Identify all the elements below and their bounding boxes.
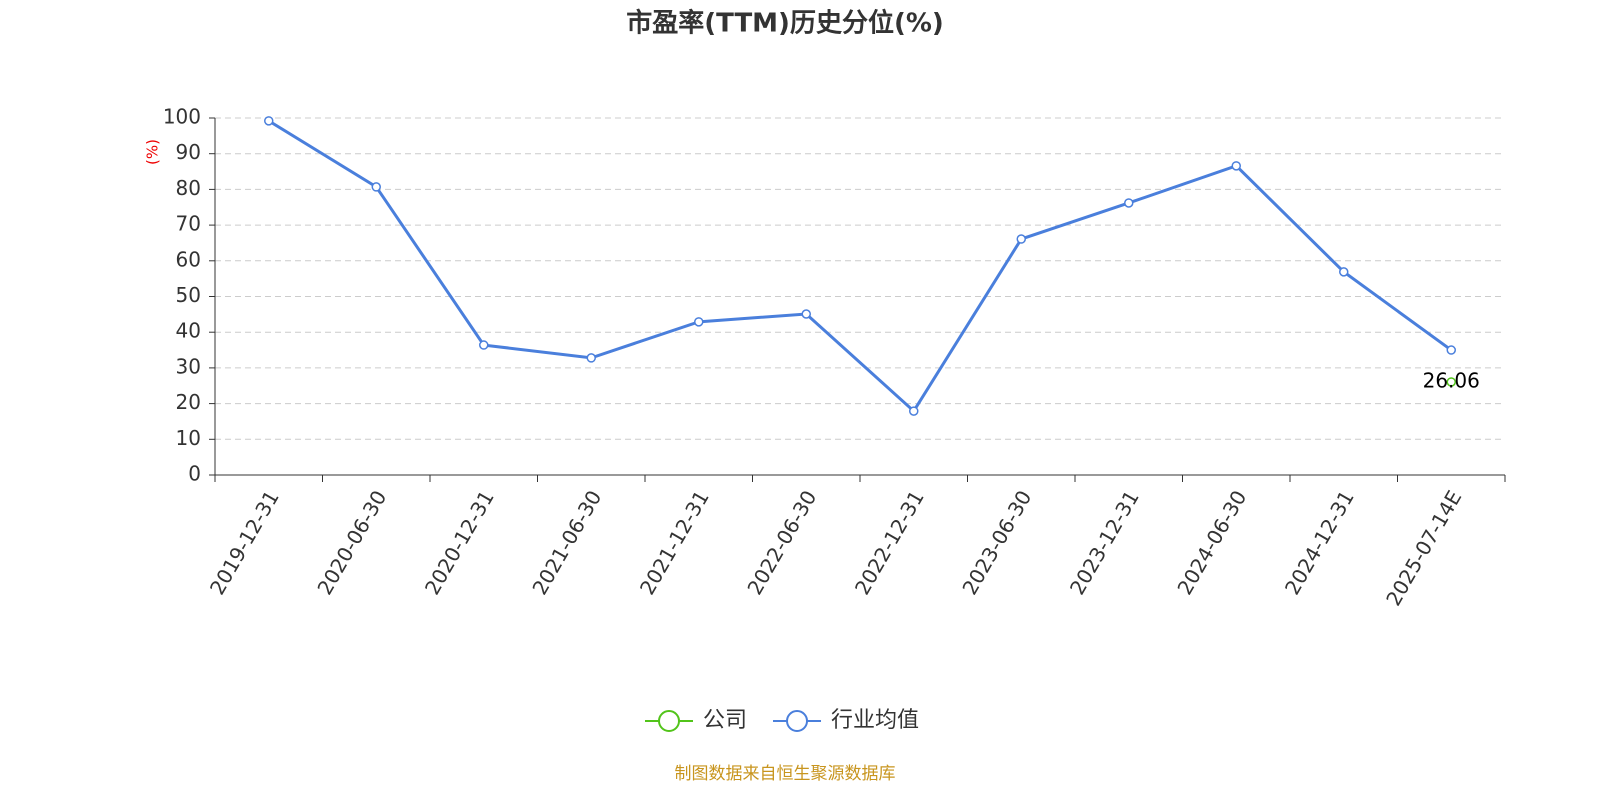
x-tick-label: 2025-07-14E xyxy=(1381,486,1466,610)
y-tick-label: 60 xyxy=(176,247,201,271)
y-axis-label: (%) xyxy=(144,139,162,165)
x-tick-label: 2021-12-31 xyxy=(635,486,714,599)
point xyxy=(1339,267,1349,277)
y-tick-label: 20 xyxy=(176,390,201,414)
point xyxy=(1446,345,1456,355)
y-tick-label: 10 xyxy=(176,426,201,450)
point xyxy=(371,182,381,192)
legend-marker xyxy=(786,710,809,732)
x-tick-label: 2023-12-31 xyxy=(1065,486,1144,599)
point xyxy=(909,406,919,416)
point xyxy=(586,353,596,363)
point xyxy=(694,317,704,327)
source-note: 制图数据来自恒生聚源数据库 xyxy=(675,764,896,784)
x-tick-label: 2024-06-30 xyxy=(1172,486,1251,599)
y-tick-label: 40 xyxy=(176,319,201,343)
x-tick-label: 2021-06-30 xyxy=(527,486,606,599)
legend-label: 公司 xyxy=(703,708,747,733)
x-tick-label: 2022-06-30 xyxy=(742,486,821,599)
y-tick-label: 90 xyxy=(176,140,201,164)
y-tick-label: 70 xyxy=(176,212,201,236)
y-tick-label: 50 xyxy=(176,283,201,307)
x-tick-label: 2023-06-30 xyxy=(957,486,1036,599)
point xyxy=(1446,377,1456,387)
y-tick-label: 100 xyxy=(163,105,201,129)
legend-label: 行业均值 xyxy=(831,708,919,733)
point xyxy=(264,116,274,126)
legend-marker xyxy=(658,710,680,732)
point xyxy=(1231,161,1241,171)
data-label: 26.06 xyxy=(1423,368,1480,392)
x-tick-label: 2024-12-31 xyxy=(1280,486,1359,599)
y-tick-label: 80 xyxy=(176,176,201,200)
y-tick-label: 0 xyxy=(188,462,201,486)
x-tick-label: 2019-12-31 xyxy=(205,486,284,599)
chart-title: 市盈率(TTM)历史分位(%) xyxy=(626,8,944,39)
x-tick-label: 2020-12-31 xyxy=(420,486,499,599)
point xyxy=(1016,234,1026,244)
x-tick-label: 2020-06-30 xyxy=(312,486,391,599)
y-tick-label: 30 xyxy=(176,354,201,378)
x-tick-label: 2022-12-31 xyxy=(850,486,929,599)
point xyxy=(801,309,811,319)
point xyxy=(479,340,489,350)
point xyxy=(1124,198,1134,208)
series-line xyxy=(267,119,1453,414)
